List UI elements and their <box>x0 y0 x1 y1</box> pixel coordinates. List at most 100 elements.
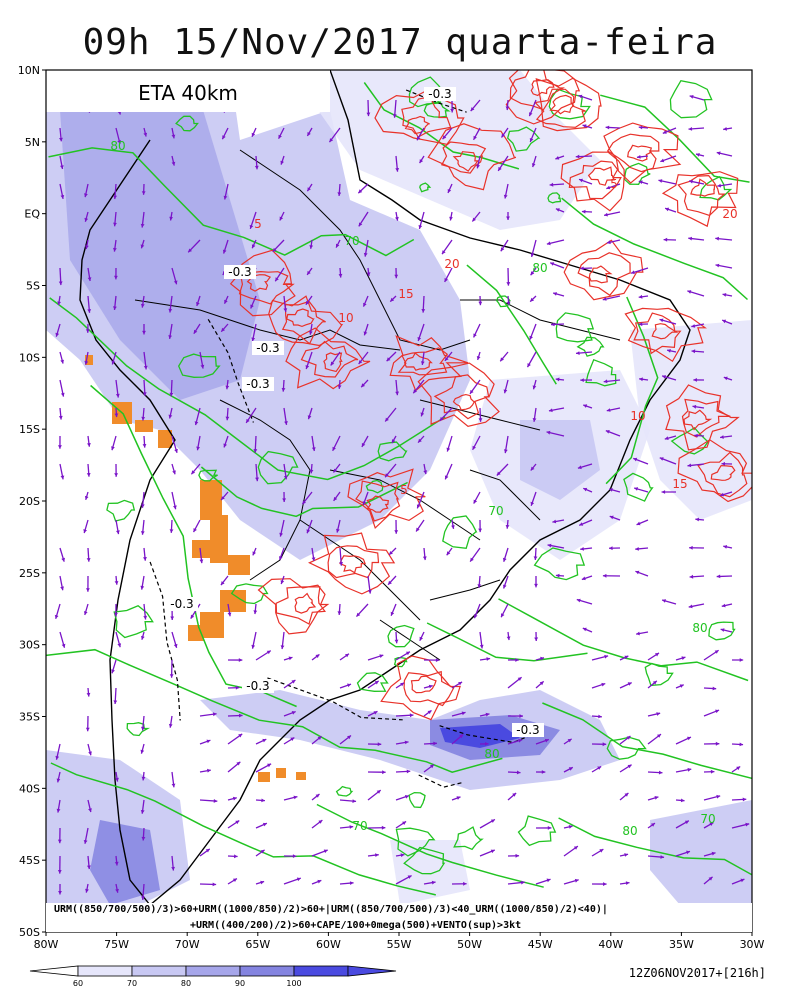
lat-label: 5N <box>25 136 40 149</box>
wind-vector-head <box>252 551 256 556</box>
wind-vector-head <box>169 529 174 533</box>
wind-vector-head <box>381 825 386 830</box>
wind-vector-head <box>624 793 629 797</box>
wind-vector-head <box>422 556 427 561</box>
humidity-contour-line <box>90 384 297 708</box>
wind-vector-head <box>578 94 583 99</box>
cape-contour-line <box>530 79 555 97</box>
humidity-contour-loop <box>377 441 408 462</box>
wind-vector-head <box>664 436 669 440</box>
wind-vector-head <box>686 850 690 855</box>
wind-vector-head <box>515 658 519 662</box>
wind-vector-head <box>171 134 176 139</box>
cape-contour-line <box>690 178 716 197</box>
wind-vector-head <box>168 723 173 728</box>
wind-vector-head <box>533 556 538 560</box>
cape-contour-line <box>347 468 426 529</box>
wind-vector-head <box>142 444 147 448</box>
omega-label-bg <box>224 265 256 279</box>
wind-vector-head <box>473 499 478 504</box>
wind-vector-head <box>517 677 522 681</box>
wind-vector-head <box>329 138 334 143</box>
wind-vector-head <box>416 504 421 509</box>
humidity-contour-line <box>466 264 557 385</box>
wind-vector-head <box>633 457 638 462</box>
wind-vector-head <box>193 528 197 533</box>
wind-vector-head <box>142 330 146 335</box>
wind-vector-head <box>418 225 423 229</box>
wind-vector-head <box>169 674 174 678</box>
omega-label-bg <box>166 597 198 611</box>
omega-label-bg <box>242 377 274 391</box>
wind-vector-head <box>395 168 400 172</box>
cape-contour-line <box>403 670 455 707</box>
wind-vector-head <box>638 294 643 299</box>
wind-vector-head <box>251 244 256 249</box>
cape-contour-line <box>294 592 317 614</box>
wind-vector-head <box>173 280 178 285</box>
omega-contour-label: -0.3 <box>428 87 451 101</box>
humidity-contour-loop <box>548 88 591 120</box>
longitude-axis: 80W 75W 70W 65W 60W 55W 50W 45W 40W 35W 30W <box>34 932 765 951</box>
wind-vector-head <box>191 470 196 475</box>
wind-vector-head <box>519 714 523 718</box>
wind-vector-head <box>479 644 484 649</box>
wind-vector-head <box>236 761 241 766</box>
wind-vector-head <box>171 866 175 871</box>
wind-vector-head <box>337 192 342 196</box>
cape-contour-line <box>355 480 401 522</box>
wind-vector-head <box>224 299 228 304</box>
wind-vector-head <box>605 125 610 130</box>
wind-vector-head <box>602 573 607 578</box>
humidity-contour-line <box>600 94 750 183</box>
wind-vector-head <box>555 208 560 212</box>
wind-vector-head <box>502 557 507 562</box>
wind-vector-head <box>555 377 560 382</box>
wind-vector-head <box>332 446 336 451</box>
wind-vector-head <box>555 573 560 578</box>
wind-vector-head <box>84 217 89 222</box>
wind-vector-head <box>496 471 501 476</box>
wind-vector-head <box>446 551 451 556</box>
wind-vector-head <box>140 749 145 754</box>
wind-vector-head <box>196 302 200 306</box>
wind-vector-head <box>115 777 119 782</box>
wind-vector-head <box>473 614 478 619</box>
cape-contour-line <box>677 174 726 217</box>
cape-contour-line <box>505 70 581 125</box>
wind-vector-head <box>172 470 176 475</box>
wind-vector-head <box>311 447 316 451</box>
wind-vector-head <box>470 389 474 394</box>
wind-vector-head <box>710 769 715 774</box>
wind-vector-head <box>715 741 720 746</box>
map-title: 09h 15/Nov/2017 quarta-feira <box>82 22 718 63</box>
wind-vector-head <box>388 580 392 585</box>
wind-vector-head <box>305 300 310 305</box>
wind-vector-head <box>657 734 661 738</box>
wind-vector-head <box>307 415 312 420</box>
wind-vector-head <box>573 846 578 850</box>
wind-vector-head <box>402 821 407 825</box>
wind-vector-head <box>171 161 176 166</box>
wind-vector-head <box>575 154 580 159</box>
wind-vector-head <box>406 651 410 656</box>
wind-vector-head <box>582 627 587 632</box>
wind-vector-head <box>140 585 145 590</box>
wind-vector-head <box>168 335 172 339</box>
wind-vector-head <box>603 882 607 886</box>
wind-vector-head <box>140 223 145 228</box>
lat-label: 35S <box>19 711 40 724</box>
omega-contour-line <box>439 725 540 744</box>
colorbar-max-arrow <box>347 965 397 977</box>
cape-contour-line <box>410 675 437 694</box>
wind-vector-head <box>512 793 517 797</box>
wind-vector-head <box>660 158 665 163</box>
wind-vector-head <box>260 849 265 854</box>
wind-vector-head <box>253 610 258 614</box>
wind-vector-head <box>141 836 146 841</box>
wind-vector-head <box>430 764 434 769</box>
wind-vector-head <box>597 766 602 770</box>
wind-vector-head <box>720 628 725 632</box>
wind-vector-head <box>266 650 271 655</box>
wind-vector-head <box>654 796 659 800</box>
